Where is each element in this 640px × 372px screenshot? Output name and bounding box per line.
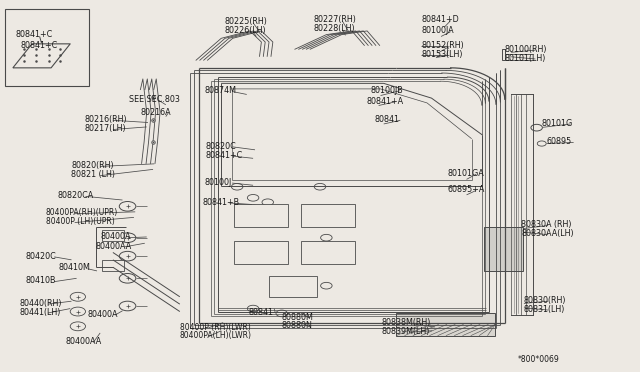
Text: 80841+D: 80841+D bbox=[422, 15, 460, 24]
Text: 80841+A: 80841+A bbox=[367, 97, 404, 106]
Text: 80101GA: 80101GA bbox=[447, 169, 484, 178]
Bar bbox=[484, 227, 523, 271]
Bar bbox=[301, 241, 355, 263]
Text: 80830(RH): 80830(RH) bbox=[524, 296, 566, 305]
Circle shape bbox=[321, 282, 332, 289]
Text: 80821 (LH): 80821 (LH) bbox=[72, 170, 115, 179]
Text: 80841+C: 80841+C bbox=[205, 151, 243, 160]
Text: 80400P (LH)(UPR): 80400P (LH)(UPR) bbox=[46, 217, 115, 226]
Text: 80841+C: 80841+C bbox=[20, 41, 58, 50]
Text: 80153(LH): 80153(LH) bbox=[422, 50, 463, 59]
Text: 80100(RH): 80100(RH) bbox=[505, 45, 547, 54]
Text: 80820CA: 80820CA bbox=[58, 191, 93, 200]
Text: 80400AA: 80400AA bbox=[96, 242, 132, 251]
Circle shape bbox=[321, 234, 332, 241]
Text: 60895: 60895 bbox=[546, 137, 572, 146]
Text: 80400A: 80400A bbox=[88, 310, 118, 319]
Text: 80880M: 80880M bbox=[282, 312, 314, 321]
Text: 80227(RH): 80227(RH) bbox=[314, 15, 356, 24]
Text: 80838M(RH): 80838M(RH) bbox=[381, 318, 431, 327]
Text: 80841+C: 80841+C bbox=[15, 30, 52, 39]
Circle shape bbox=[276, 310, 287, 317]
Bar bbox=[102, 230, 124, 241]
Text: 80400P (RH)(LWR): 80400P (RH)(LWR) bbox=[180, 323, 251, 331]
Text: 80874M: 80874M bbox=[204, 86, 236, 95]
Circle shape bbox=[531, 124, 542, 131]
Text: 80217(LH): 80217(LH) bbox=[84, 124, 126, 133]
Text: 80410M: 80410M bbox=[59, 263, 91, 272]
Text: 80839M(LH): 80839M(LH) bbox=[381, 327, 429, 336]
Text: 80400PA(RH)(UPR): 80400PA(RH)(UPR) bbox=[46, 208, 118, 218]
Text: 80420C: 80420C bbox=[26, 251, 56, 261]
Text: 80831(LH): 80831(LH) bbox=[524, 305, 565, 314]
Text: 80400A: 80400A bbox=[100, 232, 131, 241]
Text: 80830A (RH): 80830A (RH) bbox=[522, 220, 572, 229]
Text: 80225(RH): 80225(RH) bbox=[225, 17, 268, 26]
Bar bbox=[502, 49, 505, 60]
Text: 80830AA(LH): 80830AA(LH) bbox=[522, 230, 574, 238]
Bar bbox=[4, 9, 89, 86]
Text: 80841: 80841 bbox=[374, 115, 399, 124]
Text: 80441(LH): 80441(LH) bbox=[19, 308, 61, 317]
Text: 80228(LH): 80228(LH) bbox=[314, 24, 355, 33]
Text: 80101(LH): 80101(LH) bbox=[505, 54, 546, 63]
Text: 80226(LH): 80226(LH) bbox=[225, 26, 266, 35]
Text: 80152(RH): 80152(RH) bbox=[422, 41, 465, 50]
Bar bbox=[234, 241, 288, 263]
Text: 80100JB: 80100JB bbox=[371, 86, 404, 94]
Text: 80820(RH): 80820(RH) bbox=[72, 161, 114, 170]
Text: 80100JA: 80100JA bbox=[422, 26, 454, 35]
Circle shape bbox=[314, 183, 326, 190]
Bar bbox=[234, 205, 288, 227]
Text: 80410B: 80410B bbox=[26, 276, 56, 285]
Text: 80440(RH): 80440(RH) bbox=[19, 299, 61, 308]
Text: 80100J: 80100J bbox=[204, 178, 231, 187]
Circle shape bbox=[247, 305, 259, 312]
Text: 60895+A: 60895+A bbox=[447, 185, 485, 194]
Text: 80400AA: 80400AA bbox=[65, 337, 101, 346]
Circle shape bbox=[262, 199, 273, 206]
Text: 80841+B: 80841+B bbox=[202, 198, 239, 207]
Text: 80216A: 80216A bbox=[140, 108, 171, 117]
Text: *800*0069: *800*0069 bbox=[518, 355, 559, 364]
Bar bbox=[102, 260, 124, 271]
Bar bbox=[269, 276, 317, 297]
Text: 80820C: 80820C bbox=[205, 142, 236, 151]
Text: 80216(RH): 80216(RH) bbox=[84, 115, 127, 124]
Text: 80880N: 80880N bbox=[282, 321, 313, 330]
Text: 80841: 80841 bbox=[248, 308, 274, 317]
Circle shape bbox=[232, 183, 243, 190]
Circle shape bbox=[247, 205, 259, 211]
Text: 80400PA(LH)(LWR): 80400PA(LH)(LWR) bbox=[180, 331, 252, 340]
Circle shape bbox=[247, 195, 259, 201]
Bar bbox=[396, 313, 495, 336]
Text: SEE SEC.803: SEE SEC.803 bbox=[129, 95, 180, 104]
Circle shape bbox=[538, 141, 546, 146]
Bar bbox=[301, 205, 355, 227]
Text: 80101G: 80101G bbox=[541, 119, 573, 128]
